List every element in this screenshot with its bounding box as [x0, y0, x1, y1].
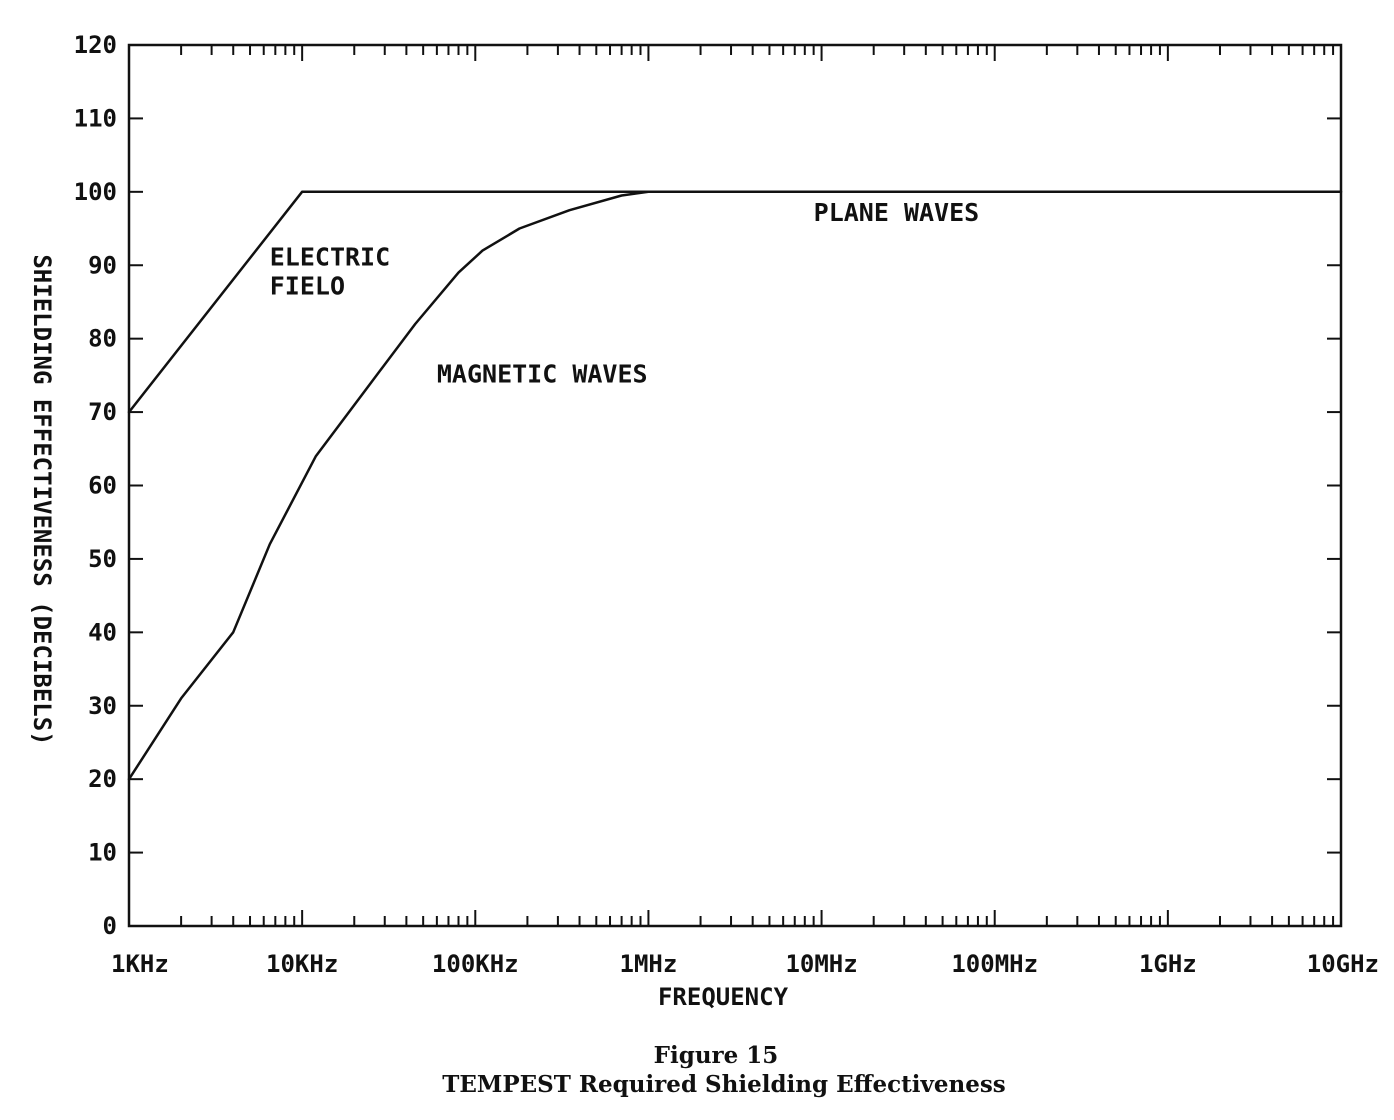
x-tick-label: 1KHz — [111, 950, 169, 978]
x-tick-label: 1GHz — [1139, 950, 1197, 978]
y-tick-label: 70 — [88, 398, 117, 426]
x-tick-label: 10GHz — [1307, 950, 1379, 978]
tick-marks — [128, 44, 1341, 927]
y-tick-label: 90 — [88, 251, 117, 279]
annotation-label: FIELO — [270, 272, 345, 301]
y-tick-label: 110 — [74, 104, 117, 132]
y-tick-label: 80 — [88, 325, 117, 353]
y-tick-label: 50 — [88, 545, 117, 573]
y-tick-label: 40 — [88, 618, 117, 646]
x-tick-label: 1MHz — [620, 950, 678, 978]
x-tick-label: 100KHz — [432, 950, 519, 978]
annotation-label: ELECTRIC — [270, 242, 390, 271]
x-tick-labels: 1KHz 10KHz 100KHz 1MHz 10MHz 100MHz 1GHz 10GHz — [111, 950, 1379, 978]
series-lines — [127, 190, 1343, 781]
series-line-2 — [127, 190, 650, 781]
y-tick-label: 10 — [88, 839, 117, 867]
x-tick-label: 10MHz — [785, 950, 857, 978]
plot-frame — [127, 43, 1343, 928]
figure-number: Figure 15 — [654, 1042, 779, 1069]
figure-caption: TEMPEST Required Shielding Effectiveness — [442, 1071, 1006, 1098]
annotation-label: PLANE WAVES — [814, 198, 980, 227]
x-tick-label: 100MHz — [951, 950, 1038, 978]
series-line-1 — [127, 190, 1343, 414]
y-tick-label: 60 — [88, 472, 117, 500]
x-tick-label: 10KHz — [266, 950, 338, 978]
y-axis-title: SHIELDING EFFECTIVENESS (DECIBELS) — [28, 254, 56, 745]
y-tick-label: 20 — [88, 765, 117, 793]
y-tick-label: 120 — [74, 31, 117, 59]
y-tick-label: 100 — [74, 178, 117, 206]
y-tick-label: 30 — [88, 692, 117, 720]
annotation-label: MAGNETIC WAVES — [437, 360, 648, 389]
y-tick-label: 0 — [103, 912, 117, 940]
x-axis-title: FREQUENCY — [658, 983, 789, 1011]
y-tick-labels: 0 10 20 30 40 50 60 70 80 90 100 110 120 — [74, 31, 117, 940]
